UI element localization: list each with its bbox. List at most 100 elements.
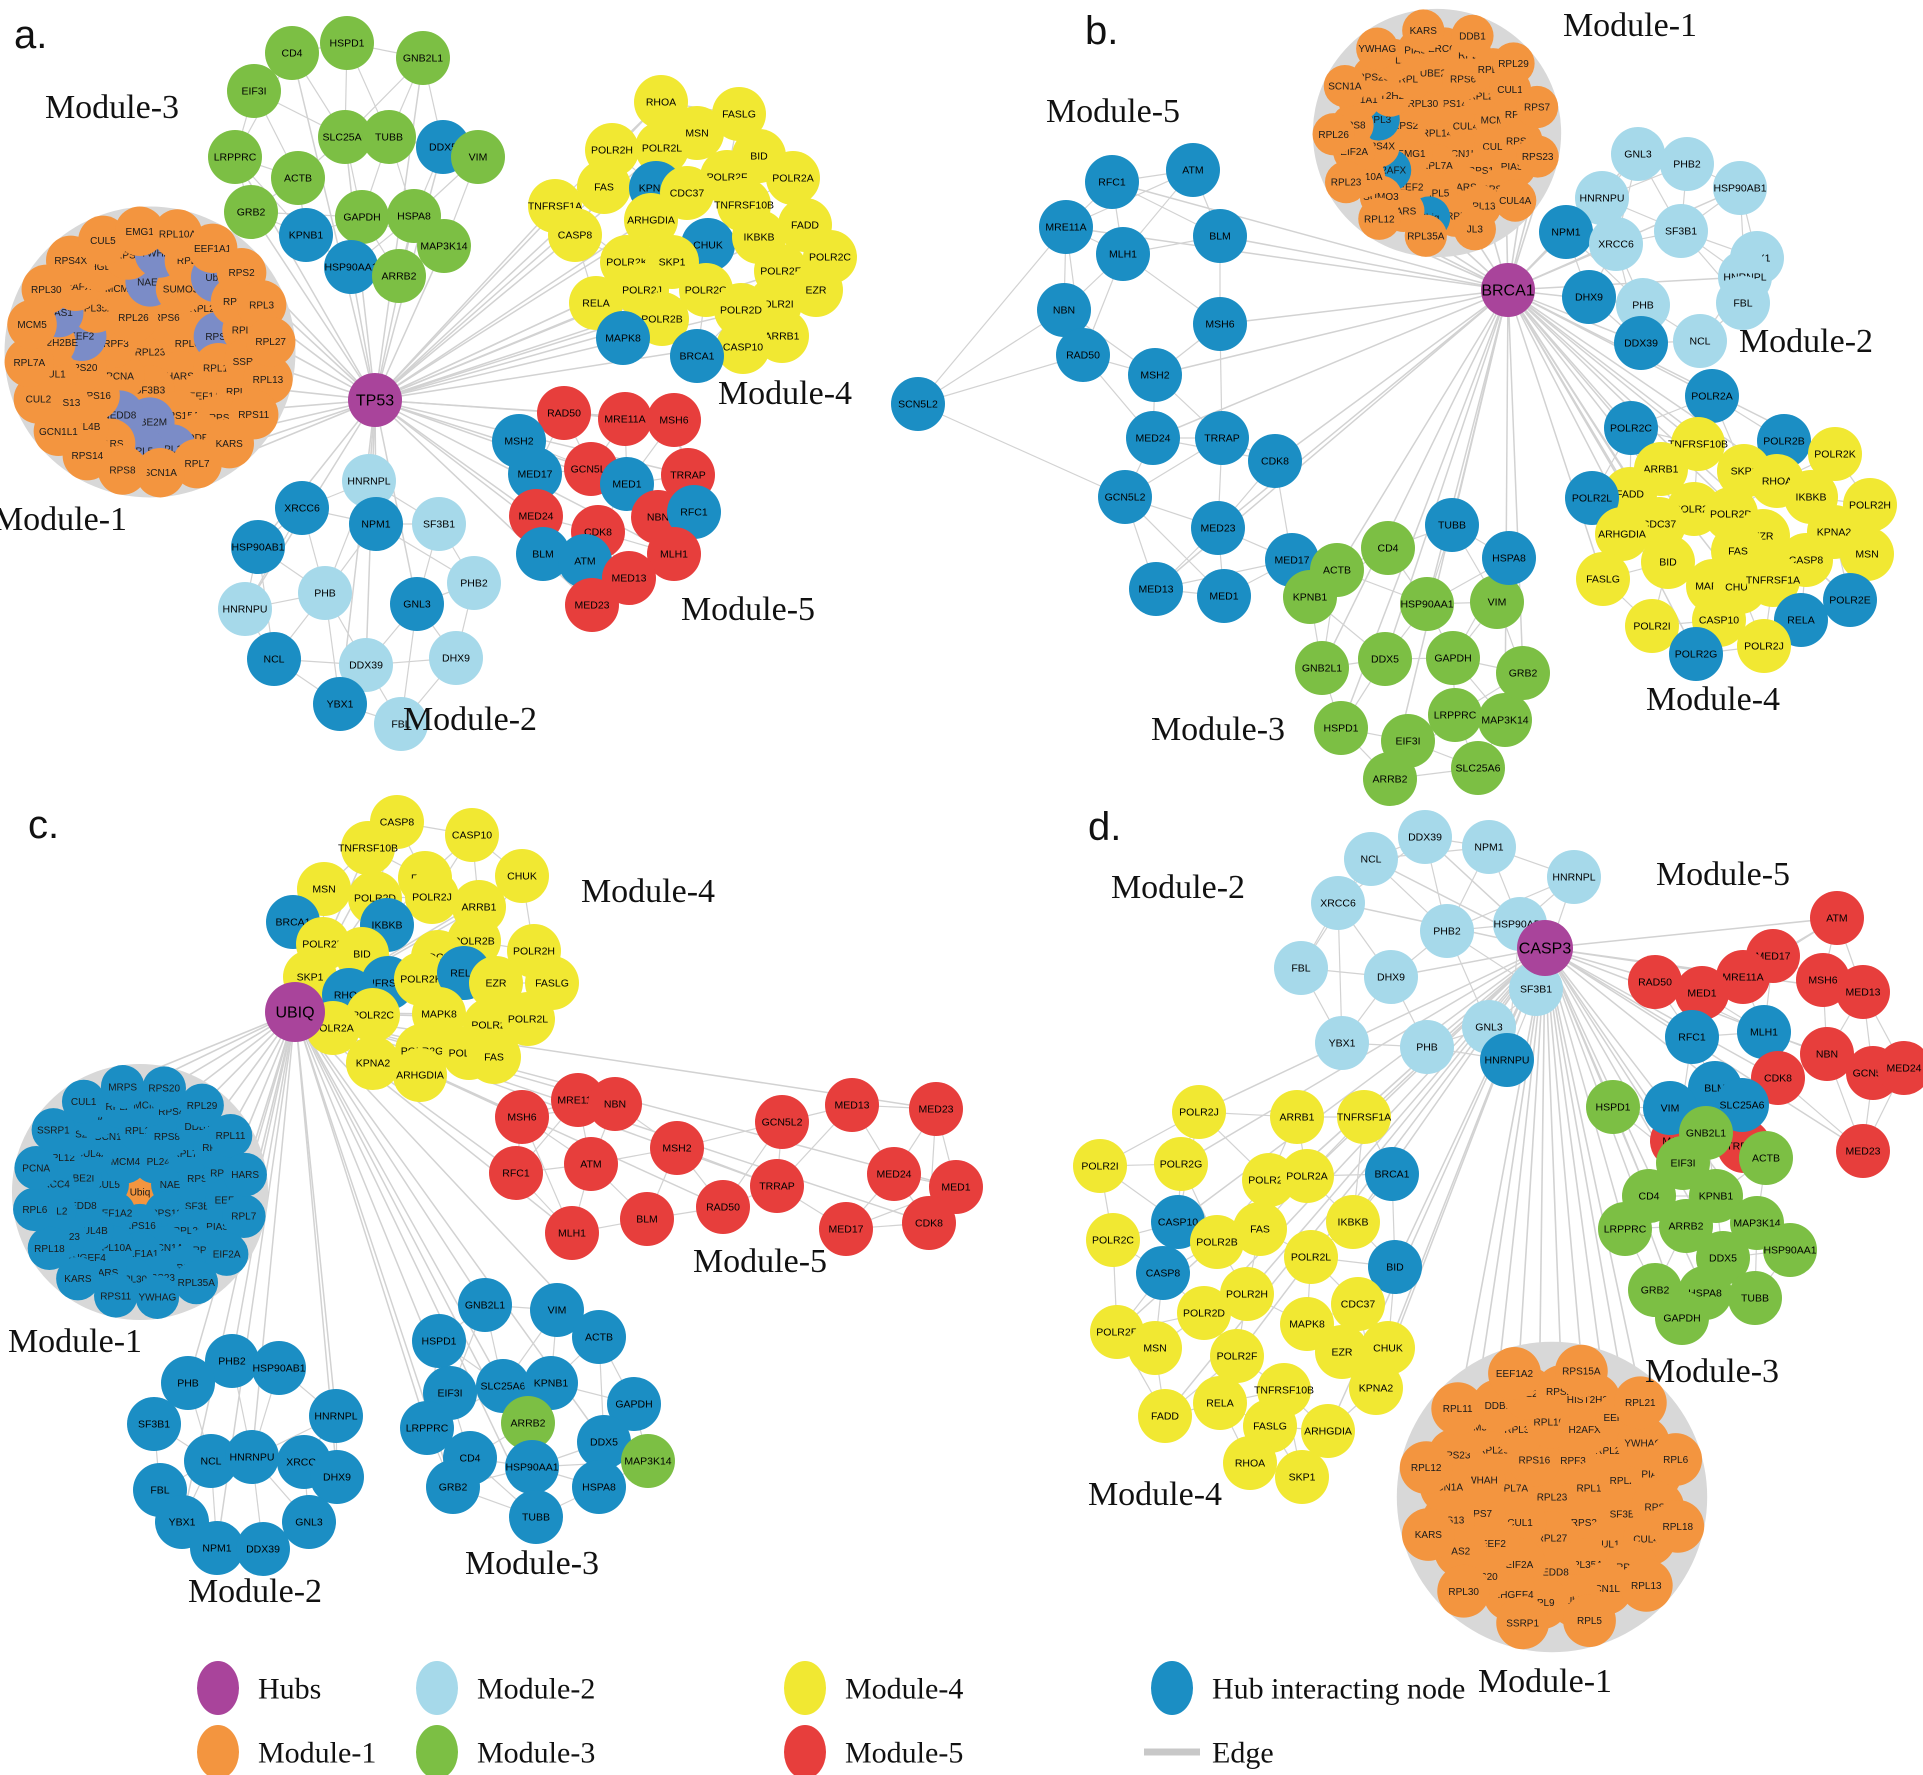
node-RPL26[interactable]: RPL26 [1312, 113, 1355, 156]
node-RPL18[interactable]: RPL18 [1651, 1499, 1705, 1553]
node-POLR2L[interactable]: POLR2L [1284, 1230, 1338, 1284]
node-GAPDH[interactable]: GAPDH [1655, 1291, 1709, 1345]
node-HSPD1[interactable]: HSPD1 [1586, 1080, 1640, 1134]
hub-CASP3[interactable]: CASP3 [1517, 920, 1573, 976]
node-DDX5[interactable]: DDX5 [1358, 632, 1412, 686]
node-NPM1[interactable]: NPM1 [349, 497, 403, 551]
node-RPS15A[interactable]: RPS15A [1554, 1344, 1608, 1398]
node-ARHGDIA[interactable]: ARHGDIA [1301, 1404, 1355, 1458]
node-CASP10[interactable]: CASP10 [716, 320, 770, 374]
node-GNB2L1[interactable]: GNB2L1 [1295, 641, 1349, 695]
node-MAP3K14[interactable]: MAP3K14 [621, 1434, 675, 1488]
node-HSPD1[interactable]: HSPD1 [320, 16, 374, 70]
node-ARRB1[interactable]: ARRB1 [1270, 1090, 1324, 1144]
node-KPNB1[interactable]: KPNB1 [279, 208, 333, 262]
node-YWHAG[interactable]: YWHAG [135, 1275, 180, 1319]
node-MRE11A[interactable]: MRE11A [1039, 200, 1093, 254]
node-YBX1[interactable]: YBX1 [1315, 1016, 1369, 1070]
node-ATM[interactable]: ATM [564, 1137, 618, 1191]
node-XRCC6[interactable]: XRCC6 [275, 481, 329, 535]
node-MAPK8[interactable]: MAPK8 [596, 311, 650, 365]
node-DHX9[interactable]: DHX9 [1562, 270, 1616, 324]
node-TUBB[interactable]: TUBB [362, 110, 416, 164]
node-FAS[interactable]: FAS [577, 160, 631, 214]
node-FBL[interactable]: FBL [1274, 941, 1328, 995]
node-POLR2A[interactable]: POLR2A [1280, 1149, 1334, 1203]
node-TUBB[interactable]: TUBB [509, 1490, 563, 1544]
node-GNL3[interactable]: GNL3 [282, 1495, 336, 1549]
hub-TP53[interactable]: TP53 [348, 373, 402, 427]
node-HSPD1[interactable]: HSPD1 [412, 1314, 466, 1368]
node-TNFRSF1A[interactable]: TNFRSF1A [1337, 1090, 1391, 1144]
node-HSP90AA1[interactable]: HSP90AA1 [324, 240, 378, 294]
node-GNL3[interactable]: GNL3 [390, 577, 444, 631]
node-MED24[interactable]: MED24 [867, 1147, 921, 1201]
node-POLR2E[interactable]: POLR2E [1823, 573, 1877, 627]
node-RPL6[interactable]: RPL6 [13, 1187, 57, 1232]
node-MSH6[interactable]: MSH6 [1193, 297, 1247, 351]
node-FBL[interactable]: FBL [1716, 276, 1770, 330]
node-RPS11[interactable]: RPS11 [94, 1274, 138, 1318]
node-RPS20[interactable]: RPS20 [142, 1066, 186, 1110]
node-CD4[interactable]: CD4 [1361, 521, 1415, 575]
node-NCL[interactable]: NCL [1344, 832, 1398, 886]
node-YBX1[interactable]: YBX1 [313, 677, 367, 731]
node-HSP90AB1[interactable]: HSP90AB1 [252, 1341, 306, 1395]
node-RPL35A[interactable]: RPL35A [1404, 214, 1447, 257]
node-DDX39[interactable]: DDX39 [1398, 810, 1452, 864]
node-PHB[interactable]: PHB [298, 566, 352, 620]
node-MED23[interactable]: MED23 [1191, 501, 1245, 555]
node-RAD50[interactable]: RAD50 [1056, 328, 1110, 382]
node-NPM1[interactable]: NPM1 [1462, 820, 1516, 874]
node-MED23[interactable]: MED23 [565, 578, 619, 632]
node-RFC1[interactable]: RFC1 [1665, 1010, 1719, 1064]
node-GAPDH[interactable]: GAPDH [1426, 631, 1480, 685]
node-RPL18[interactable]: RPL18 [27, 1226, 72, 1271]
node-RHOA[interactable]: RHOA [1223, 1436, 1277, 1490]
node-MSH2[interactable]: MSH2 [1128, 348, 1182, 402]
node-XRCC6[interactable]: XRCC6 [1589, 217, 1643, 271]
node-HSP90AA1[interactable]: HSP90AA1 [1400, 577, 1454, 631]
node-EEF1A2[interactable]: EEF1A2 [1488, 1346, 1541, 1400]
node-MAP3K14[interactable]: MAP3K14 [1478, 693, 1532, 747]
node-CDC37[interactable]: CDC37 [1331, 1277, 1385, 1331]
node-LRPPRC[interactable]: LRPPRC [1428, 688, 1482, 742]
node-GNB2L1[interactable]: GNB2L1 [396, 31, 450, 85]
node-PHB2[interactable]: PHB2 [1420, 904, 1474, 958]
node-CD4[interactable]: CD4 [265, 26, 319, 80]
node-MLH1[interactable]: MLH1 [1737, 1005, 1791, 1059]
node-IKBKB[interactable]: IKBKB [1326, 1195, 1380, 1249]
node-NPM1[interactable]: NPM1 [1539, 205, 1593, 259]
node-POLR2B[interactable]: POLR2B [1190, 1215, 1244, 1269]
node-PHB2[interactable]: PHB2 [447, 556, 501, 610]
node-NPM1[interactable]: NPM1 [190, 1521, 244, 1575]
node-ATM[interactable]: ATM [1810, 891, 1864, 945]
node-GNL3[interactable]: GNL3 [1611, 127, 1665, 181]
node-MRPS[interactable]: MRPS [100, 1065, 145, 1109]
node-HNRNPU[interactable]: HNRNPU [1480, 1033, 1534, 1087]
node-HNRNPL[interactable]: HNRNPL [309, 1389, 363, 1443]
node-RFC1[interactable]: RFC1 [489, 1146, 543, 1200]
node-RPL12[interactable]: RPL12 [1399, 1441, 1453, 1495]
node-ACTB[interactable]: ACTB [1739, 1131, 1793, 1185]
node-LRPPRC[interactable]: LRPPRC [208, 130, 262, 184]
node-MED23[interactable]: MED23 [909, 1082, 963, 1136]
node-MED23[interactable]: MED23 [1836, 1124, 1890, 1178]
node-SCN5L2[interactable]: SCN5L2 [891, 377, 945, 431]
node-HARS[interactable]: HARS [223, 1152, 267, 1197]
node-GCN5L2[interactable]: GCN5L2 [755, 1095, 809, 1149]
node-RELA[interactable]: RELA [1193, 1376, 1247, 1430]
node-CASP8[interactable]: CASP8 [548, 208, 602, 262]
node-RPL27[interactable]: RPL27 [245, 316, 296, 367]
node-MSH6[interactable]: MSH6 [495, 1090, 549, 1144]
node-GRB2[interactable]: GRB2 [426, 1460, 480, 1514]
node-MED17[interactable]: MED17 [819, 1202, 873, 1256]
node-SSRP1[interactable]: SSRP1 [1496, 1596, 1550, 1650]
node-RAD50[interactable]: RAD50 [537, 386, 591, 440]
node-MSH2[interactable]: MSH2 [650, 1121, 704, 1175]
node-RPL11[interactable]: RPL11 [208, 1113, 253, 1158]
node-ATM[interactable]: ATM [1166, 143, 1220, 197]
node-HSP90AA1[interactable]: HSP90AA1 [1763, 1223, 1817, 1277]
node-MED1[interactable]: MED1 [1197, 569, 1251, 623]
node-RPL13[interactable]: RPL13 [1619, 1558, 1673, 1612]
